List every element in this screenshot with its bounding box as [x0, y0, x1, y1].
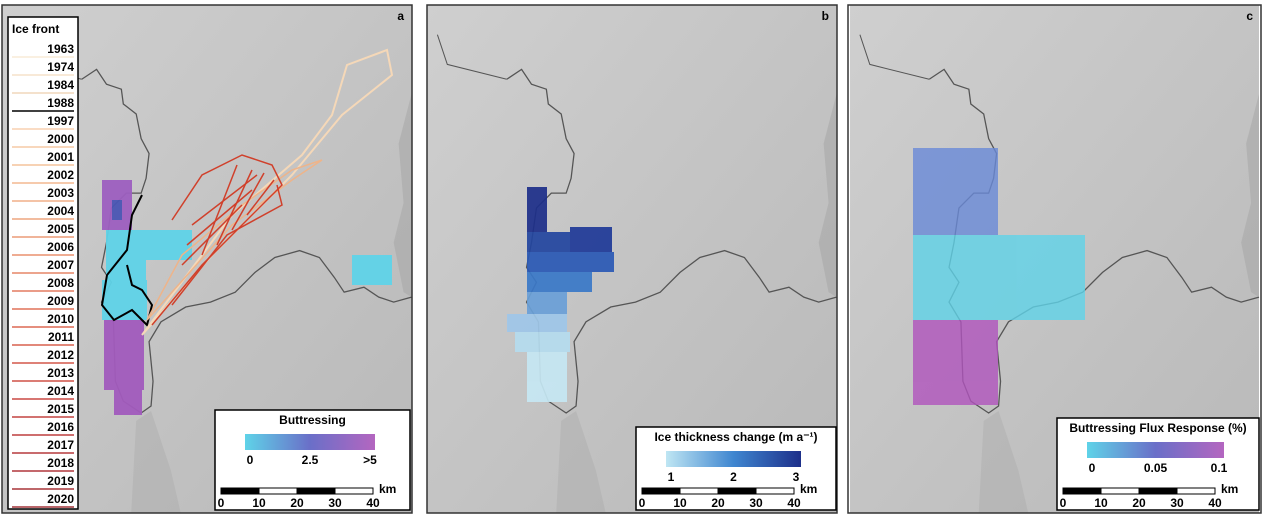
ice-front-year: 2016 — [47, 420, 74, 434]
scale-segment — [1101, 488, 1139, 494]
colorbar-title: Buttressing Flux Response (%) — [1069, 421, 1246, 435]
ice-front-year: 1984 — [47, 78, 74, 92]
scale-label: 10 — [252, 496, 266, 510]
scale-segment — [1177, 488, 1215, 494]
colorbar-title: Buttressing — [279, 413, 346, 427]
scale-segment — [680, 488, 718, 494]
scale-segment — [756, 488, 794, 494]
scale-label: 20 — [290, 496, 304, 510]
scale-label: 10 — [1094, 496, 1108, 510]
panel-c: c Buttressing Flux Response (%) 0 0.05 0.1 0 1… — [848, 5, 1261, 513]
colorbar — [245, 434, 375, 450]
scale-label: 30 — [328, 496, 342, 510]
ice-front-year: 2007 — [47, 258, 74, 272]
ice-front-year: 2015 — [47, 402, 74, 416]
colorbar-tick-label: 1 — [668, 470, 675, 484]
ice-front-year: 2018 — [47, 456, 74, 470]
scale-label: 40 — [366, 496, 380, 510]
scale-unit: km — [1221, 482, 1238, 496]
colorbar-tick-label: 3 — [793, 470, 800, 484]
colorbar — [666, 451, 801, 467]
scale-label: 20 — [711, 496, 725, 510]
scale-segment — [259, 488, 297, 494]
panel-letter: c — [1246, 9, 1253, 23]
panel-letter: a — [397, 9, 404, 23]
scale-label: 40 — [787, 496, 801, 510]
scale-segment — [1139, 488, 1177, 494]
ice-front-year: 2017 — [47, 438, 74, 452]
scale-label: 30 — [1170, 496, 1184, 510]
colorbar-tick-label: 0 — [1089, 461, 1096, 475]
ice-front-year: 1974 — [47, 60, 74, 74]
colorbar-tick-label: 0.1 — [1211, 461, 1228, 475]
ice-front-year: 2006 — [47, 240, 74, 254]
scale-label: 20 — [1132, 496, 1146, 510]
ice-front-year: 2009 — [47, 294, 74, 308]
colorbar-tick-label: 2.5 — [302, 453, 319, 467]
scale-segment — [1063, 488, 1101, 494]
scale-segment — [221, 488, 259, 494]
scale-segment — [335, 488, 373, 494]
ice-front-year: 2019 — [47, 474, 74, 488]
scale-label: 10 — [673, 496, 687, 510]
ice-front-year: 2002 — [47, 168, 74, 182]
ice-front-year: 2020 — [47, 492, 74, 506]
scale-label: 0 — [639, 496, 646, 510]
scale-segment — [642, 488, 680, 494]
ice-front-year: 2012 — [47, 348, 74, 362]
scale-unit: km — [800, 482, 817, 496]
ice-front-year: 1997 — [47, 114, 74, 128]
scale-label: 0 — [1060, 496, 1067, 510]
ice-front-year: 2010 — [47, 312, 74, 326]
colorbar-tick-label: >5 — [363, 453, 377, 467]
scale-label: 0 — [218, 496, 225, 510]
ice-front-year: 2003 — [47, 186, 74, 200]
scale-segment — [718, 488, 756, 494]
ice-front-year: 1988 — [47, 96, 74, 110]
ice-front-year: 2001 — [47, 150, 74, 164]
colorbar-tick-label: 0 — [247, 453, 254, 467]
ice-front-year: 1963 — [47, 42, 74, 56]
colorbar-tick-label: 2 — [730, 470, 737, 484]
ice-front-year: 2004 — [47, 204, 74, 218]
page: {"panels": [ {"letter": "a", "colorbar":… — [0, 0, 1263, 522]
ice-front-year: 2005 — [47, 222, 74, 236]
ice-front-year: 2008 — [47, 276, 74, 290]
scale-segment — [297, 488, 335, 494]
scale-unit: km — [379, 482, 396, 496]
colorbar-title: Ice thickness change (m a⁻¹) — [654, 430, 817, 444]
ice-front-title: Ice front — [12, 22, 59, 36]
ice-front-year: 2013 — [47, 366, 74, 380]
ice-front-year: 2014 — [47, 384, 74, 398]
ice-front-year: 2011 — [48, 330, 74, 344]
panel-letter: b — [822, 9, 829, 23]
colorbar — [1087, 442, 1224, 458]
colorbar-tick-label: 0.05 — [1144, 461, 1168, 475]
scale-label: 40 — [1208, 496, 1222, 510]
scale-label: 30 — [749, 496, 763, 510]
ice-front-year: 2000 — [47, 132, 74, 146]
figure: aButtressing02.5>5010203040kmIce front19… — [0, 0, 1263, 517]
